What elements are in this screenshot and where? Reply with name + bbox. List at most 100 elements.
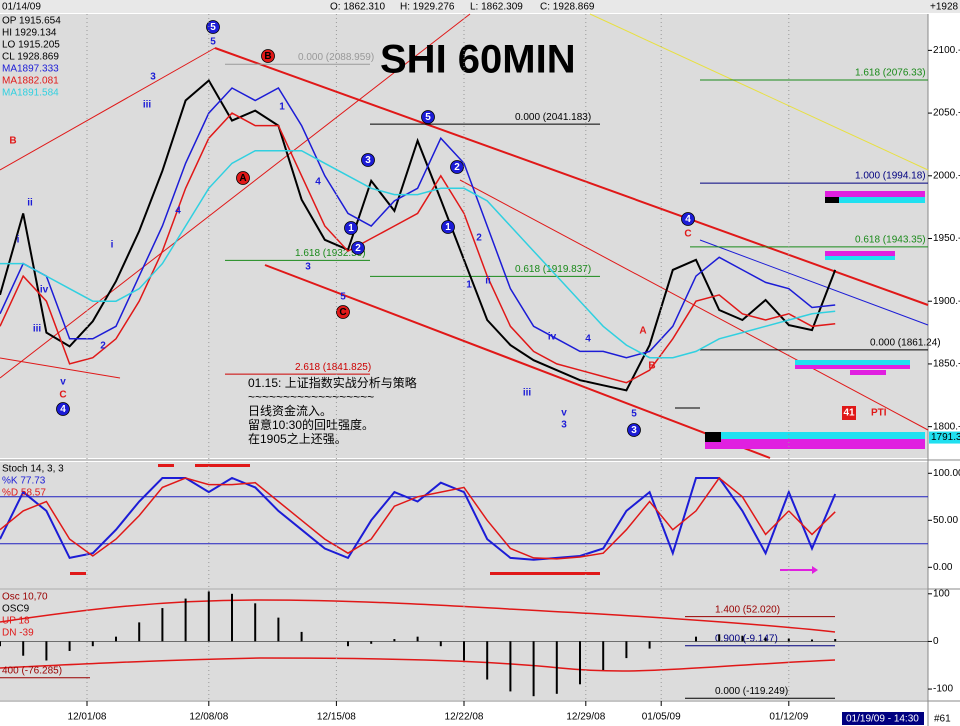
series-line xyxy=(0,476,836,560)
y-tick-label: 1900.- xyxy=(933,296,960,307)
panel-title: Osc 10,70 xyxy=(2,592,48,603)
zone-box xyxy=(825,256,895,260)
fib-label: 1.400 (52.020) xyxy=(715,604,780,615)
note-line: 留意10:30的回吐强度。 xyxy=(248,417,374,432)
y-tick-label: 100 xyxy=(933,588,950,599)
fib-label: 0.000 (-119.249) xyxy=(715,686,788,697)
zone-box xyxy=(825,197,839,203)
price-tag xyxy=(929,431,960,444)
osc-bar xyxy=(277,617,280,642)
wave-label: iii xyxy=(33,324,42,335)
wave-label: iii xyxy=(523,388,532,399)
wave-label: v xyxy=(60,377,66,388)
zone-box xyxy=(795,365,910,369)
fib-label: 0.618 (1943.35) xyxy=(855,234,926,245)
wave-label: C xyxy=(684,229,691,240)
series-line xyxy=(0,78,837,392)
x-tick-label: 12/01/08 xyxy=(68,712,107,723)
header-close: C: 1928.869 xyxy=(540,2,595,13)
wave-label: 1 xyxy=(279,102,285,113)
header-bar xyxy=(0,0,960,13)
stoch-marker xyxy=(195,464,250,467)
wave-label: C xyxy=(59,390,66,401)
y-tick-label: 1950.- xyxy=(933,233,960,244)
wave-marker xyxy=(361,153,375,167)
zone-boxes xyxy=(675,191,925,449)
wave-label: 2 xyxy=(355,243,361,254)
osc-bands xyxy=(0,599,836,672)
wave-label: 5 xyxy=(631,409,637,420)
pti-value: 41 xyxy=(843,408,855,419)
wave-marker xyxy=(56,402,70,416)
header-last: +1928 xyxy=(930,2,959,13)
legend-info: LO 1915.205 xyxy=(2,40,60,51)
zone-box xyxy=(850,370,886,375)
wave-marker xyxy=(681,212,695,226)
x-tick-label: 12/15/08 xyxy=(317,712,356,723)
x-tick-label: 12/29/08 xyxy=(566,712,605,723)
series-line xyxy=(0,476,837,561)
osc-bar xyxy=(138,622,141,642)
wave-marker xyxy=(441,220,455,234)
wave-label: 5 xyxy=(210,37,216,48)
legend-entry: MA1891.584 xyxy=(2,88,59,99)
osc-bar xyxy=(695,636,697,642)
channel-line xyxy=(699,239,929,326)
osc-bar xyxy=(254,603,257,642)
osc-bar xyxy=(579,641,581,685)
stoch-arrow-head xyxy=(812,566,818,574)
trend-lines xyxy=(0,13,929,459)
legend-info: OSC9 xyxy=(2,604,30,615)
fib-label: 1.618 (1932.59) xyxy=(295,248,366,259)
osc-band xyxy=(0,599,836,633)
wave-label: B xyxy=(9,136,16,147)
footer-box xyxy=(842,712,924,725)
header-open: O: 1862.310 xyxy=(330,2,385,13)
osc-bar xyxy=(0,641,1,647)
chart-title: SHI 60MIN xyxy=(380,38,576,82)
fib-label: 0.000 (2041.183) xyxy=(515,112,591,123)
fib-label: 2.618 (1841.825) xyxy=(295,362,371,373)
wave-label: 3 xyxy=(561,420,567,431)
y-tick-label: 100.00 xyxy=(933,468,960,479)
y-tick-label: 2000.- xyxy=(933,170,960,181)
wave-label: iii xyxy=(143,100,152,111)
wave-label: 3 xyxy=(305,262,311,273)
osc-bar xyxy=(45,641,48,661)
wave-label: A xyxy=(239,173,246,184)
fib-label: 1.000 (1994.18) xyxy=(855,171,926,182)
wave-label: iv xyxy=(548,332,557,343)
x-tick-label: 01/12/09 xyxy=(769,712,808,723)
channel-line xyxy=(264,264,771,459)
note-line: 01.15: 上证指数实战分析与策略 xyxy=(248,375,417,390)
y-tick-label: 1800.- xyxy=(933,421,960,432)
wave-label: 1 xyxy=(466,280,472,291)
wave-marker xyxy=(421,110,435,124)
legend-entry: %D 58.57 xyxy=(2,488,46,499)
osc-bar xyxy=(68,641,71,651)
stoch-marker xyxy=(490,572,600,575)
legend-entry: MA1882.081 xyxy=(2,76,59,87)
wave-label: B xyxy=(264,51,271,62)
wave-label: 5 xyxy=(210,22,216,33)
header-low: L: 1862.309 xyxy=(470,2,523,13)
osc-bar xyxy=(184,598,187,642)
wave-label: 2 xyxy=(100,341,106,352)
osc-bar xyxy=(486,641,489,680)
zone-box xyxy=(825,197,925,203)
fib-label: 1.618 (2076.33) xyxy=(855,68,926,79)
fib-label: 0.618 (1919.837) xyxy=(515,264,591,275)
wave-label: 1 xyxy=(445,222,451,233)
osc-bar xyxy=(347,641,349,647)
y-tick-label: -100 xyxy=(933,684,953,695)
channel-line xyxy=(0,13,471,379)
osc-bar xyxy=(625,641,628,659)
wave-label: 2 xyxy=(476,233,482,244)
osc-bar xyxy=(91,641,94,647)
wave-label: 4 xyxy=(175,206,181,217)
legend-entry: %K 77.73 xyxy=(2,476,46,487)
osc-bar xyxy=(22,641,25,656)
wave-label: 4 xyxy=(315,177,321,188)
